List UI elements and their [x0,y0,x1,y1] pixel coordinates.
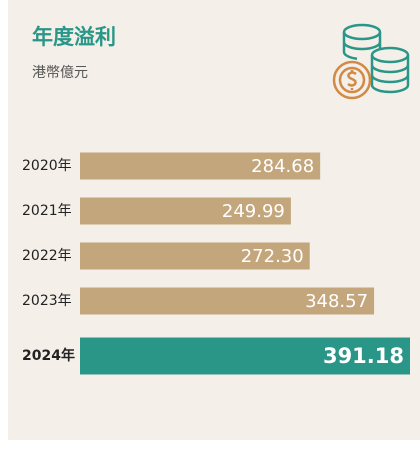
value-label: 284.68 [251,156,314,177]
coins-icon [332,23,410,100]
bar [80,287,375,315]
bar [80,197,291,225]
bar [80,242,310,270]
value-label: 348.57 [305,291,368,312]
chart-title: 年度溢利 [32,25,116,49]
bar [80,337,410,375]
y-tick-label: 2024年 [22,347,75,364]
y-tick-label: 2023年 [22,293,72,309]
bar [80,152,321,180]
value-label: 272.30 [241,246,304,267]
y-tick-label: 2021年 [22,203,72,219]
chart-subtitle: 港幣億元 [32,65,88,81]
y-tick-label: 2022年 [22,248,72,264]
value-label: 391.18 [323,344,404,368]
value-label: 249.99 [222,201,285,222]
y-tick-label: 2020年 [22,158,72,174]
